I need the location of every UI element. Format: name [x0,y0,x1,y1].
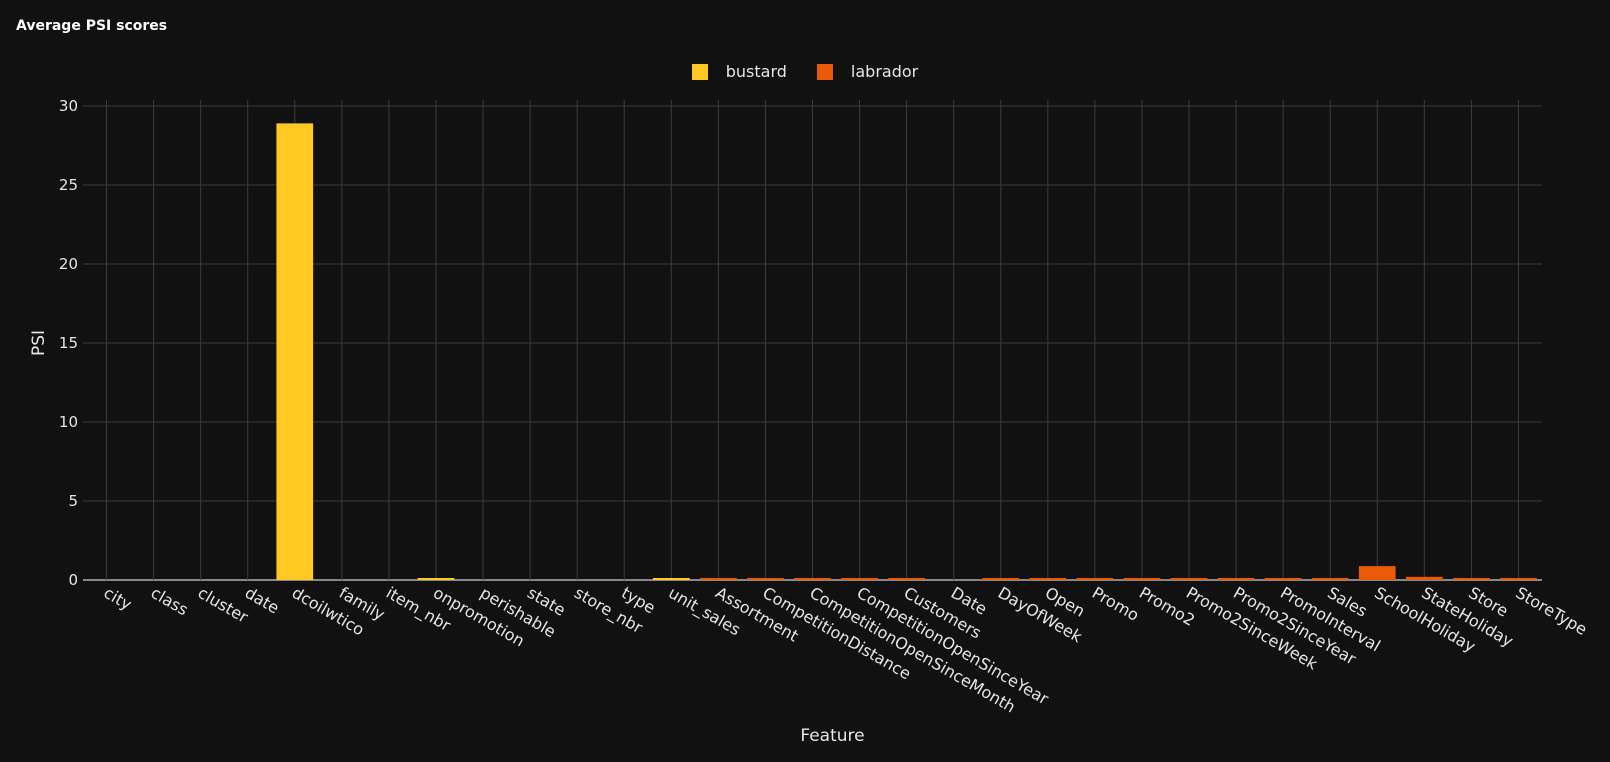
bar-labrador [1405,576,1443,580]
y-tick-label: 30 [59,97,78,115]
x-tick-label: Promo [1089,583,1142,625]
bar-labrador [1264,578,1302,580]
y-tick-label: 20 [59,255,78,273]
bar-labrador [1170,578,1208,580]
bar-labrador [1311,578,1349,580]
y-tick-label: 15 [59,334,78,352]
y-tick-label: 10 [59,413,78,431]
legend-swatch-labrador [816,63,833,80]
y-tick-label: 25 [59,176,78,194]
legend-label-labrador: labrador [850,62,919,81]
x-axis-title: Feature [800,726,864,746]
x-tick-label: class [148,583,192,619]
legend-item-labrador[interactable]: labrador [816,62,919,81]
bar-labrador [747,578,784,580]
y-axis-title: PSI [29,330,49,356]
bar-labrador [1453,578,1490,580]
bar-labrador [1123,578,1161,580]
bar-bustard [652,578,690,580]
x-tick-label: city [101,583,136,614]
bar-labrador [1217,578,1255,580]
bar-labrador [888,578,925,580]
legend-swatch-bustard [691,63,708,80]
bar-labrador [1076,578,1114,580]
bar-bustard [276,123,314,580]
bar-labrador [1358,566,1396,580]
bar-labrador [794,578,831,580]
y-tick-label: 0 [68,571,78,589]
x-tick-label: StoreType [1512,583,1590,639]
legend-label-bustard: bustard [725,62,787,81]
bar-labrador [841,578,878,580]
bar-labrador [1029,578,1067,580]
legend-item-bustard[interactable]: bustard [691,62,787,81]
bar-bustard [417,578,455,580]
x-tick-label: cluster [195,583,252,627]
bar-labrador [700,578,737,580]
page-title: Average PSI scores [16,18,168,34]
legend: bustard labrador [0,62,1610,81]
bar-labrador [982,578,1020,580]
y-tick-label: 5 [68,492,78,510]
bar-labrador [1500,578,1537,580]
